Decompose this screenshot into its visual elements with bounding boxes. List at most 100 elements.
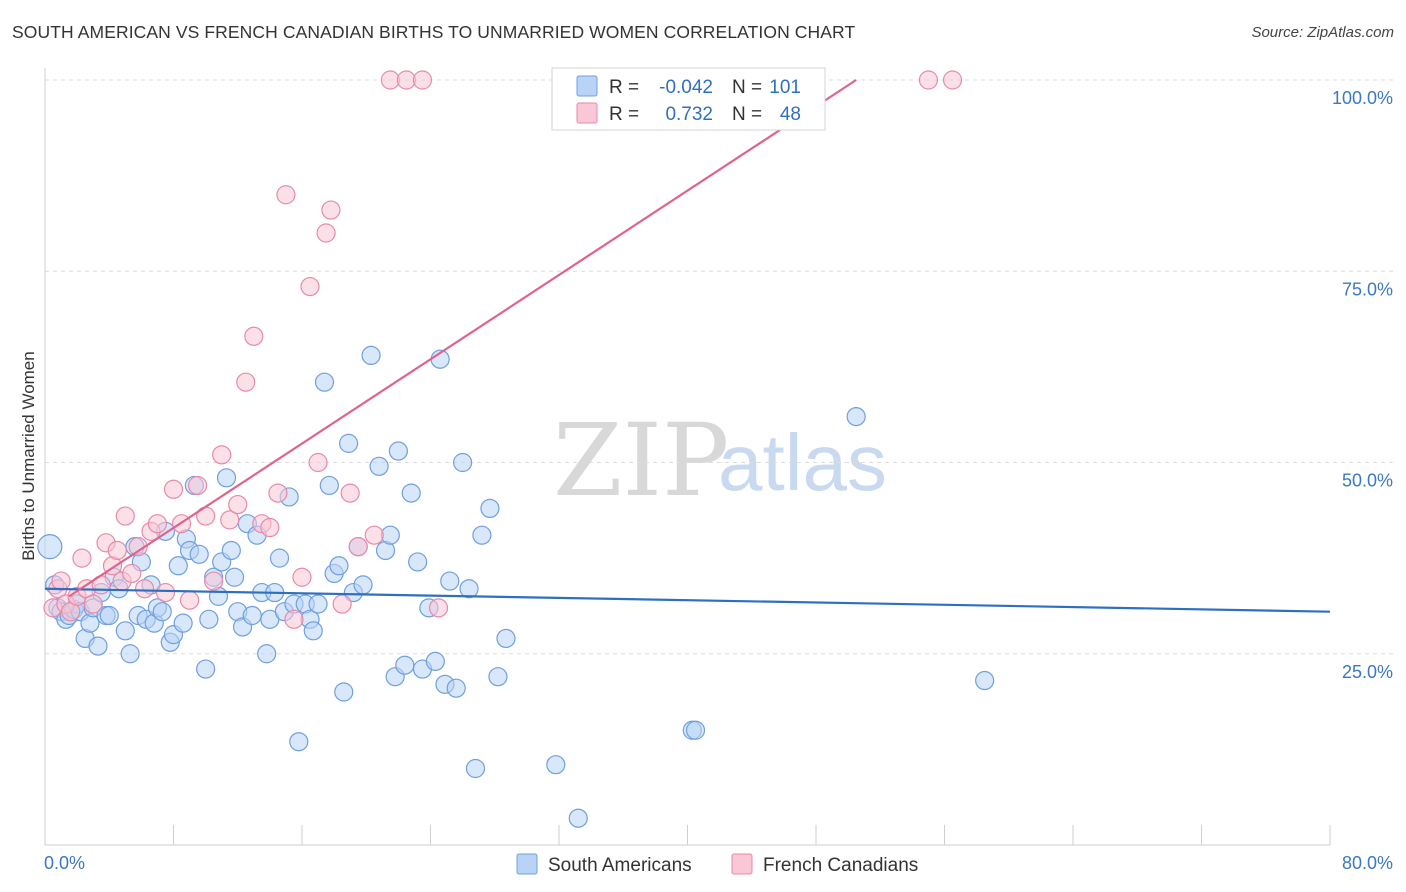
french-canadian-point xyxy=(212,445,232,465)
french-canadian-point xyxy=(163,479,184,499)
french-canadian-point xyxy=(179,590,200,610)
south-american-point xyxy=(329,556,349,576)
french-canadian-point xyxy=(236,372,256,392)
south-american-point xyxy=(401,483,421,503)
french-canadian-point xyxy=(284,609,304,629)
south-american-point xyxy=(408,552,428,572)
south-american-point xyxy=(369,456,389,476)
south-american-point xyxy=(480,498,500,518)
french-canadian-point xyxy=(83,594,103,614)
french-canadian-point xyxy=(72,548,92,568)
french-canadian-point xyxy=(292,567,312,587)
south-americans-points xyxy=(37,345,995,828)
french-canadian-point xyxy=(122,563,142,584)
south-american-point xyxy=(425,651,445,672)
bottom-legend-swatch-south-americans xyxy=(516,853,538,875)
french-canadian-point xyxy=(276,185,296,205)
south-american-point xyxy=(120,644,140,664)
french-canadian-point xyxy=(187,475,208,496)
south-american-point xyxy=(338,433,359,453)
french-canadian-point xyxy=(300,276,320,297)
south-american-point xyxy=(99,605,119,626)
south-american-point xyxy=(395,655,415,675)
south-american-point xyxy=(189,544,209,564)
legend-r-value-french-canadians: 0.732 xyxy=(665,104,713,125)
x-tick-label: 80.0% xyxy=(1342,853,1393,873)
south-american-point xyxy=(269,548,290,568)
tick-labels: 25.0% 50.0% 75.0% 100.0% 0.0% 80.0% xyxy=(44,88,1393,873)
south-american-point xyxy=(496,628,516,649)
south-american-point xyxy=(846,407,866,427)
french-canadians-trend-line xyxy=(68,79,857,598)
french-canadian-point xyxy=(942,70,963,90)
french-canadian-point xyxy=(918,70,939,90)
south-american-point xyxy=(224,567,245,587)
french-canadian-point xyxy=(228,494,248,515)
south-american-point xyxy=(459,579,479,599)
watermark-zip: ZIP xyxy=(553,402,729,519)
south-american-point xyxy=(221,540,241,561)
south-american-point xyxy=(257,644,277,664)
watermark: ZIP atlas xyxy=(553,402,887,519)
south-american-point xyxy=(488,667,508,687)
south-american-point xyxy=(314,372,335,392)
south-american-point xyxy=(216,468,237,488)
south-american-point xyxy=(472,525,492,545)
south-american-point xyxy=(388,441,408,461)
bottom-legend-label-south-americans: South Americans xyxy=(548,855,692,876)
french-canadian-point xyxy=(260,517,280,538)
y-tick-label: 25.0% xyxy=(1342,662,1393,682)
south-american-point xyxy=(568,808,588,828)
y-tick-label: 100.0% xyxy=(1332,88,1393,108)
south-american-point xyxy=(319,475,339,496)
bottom-legend: South Americans French Canadians xyxy=(516,853,918,876)
south-american-point xyxy=(168,556,188,576)
legend-swatch-south-americans xyxy=(576,75,598,97)
south-american-point xyxy=(152,602,172,622)
french-canadian-point xyxy=(128,537,148,557)
french-canadian-point xyxy=(155,582,176,603)
french-canadian-point xyxy=(348,537,368,557)
french-canadian-point xyxy=(396,70,417,90)
y-axis-label: Births to Unmarried Women xyxy=(19,351,38,560)
french-canadian-point xyxy=(340,483,360,503)
chart-title: SOUTH AMERICAN VS FRENCH CANADIAN BIRTHS… xyxy=(12,22,856,42)
south-american-point xyxy=(334,682,354,702)
french-canadian-point xyxy=(321,200,341,220)
legend: R = -0.042 N = 101 R = 0.732 N = 48 xyxy=(551,67,826,131)
legend-n-label: N = xyxy=(732,77,762,98)
bottom-legend-swatch-french-canadians xyxy=(731,853,753,875)
french-canadian-point xyxy=(380,70,400,90)
legend-r-value-south-americans: -0.042 xyxy=(659,77,713,98)
south-american-point xyxy=(242,605,262,626)
legend-r-label: R = xyxy=(609,77,639,98)
south-american-point xyxy=(303,621,323,641)
bottom-legend-label-french-canadians: French Canadians xyxy=(763,855,918,876)
trend-lines xyxy=(44,79,1331,613)
french-canadian-point xyxy=(204,571,224,591)
legend-n-value-south-americans: 101 xyxy=(769,77,801,98)
south-american-point xyxy=(453,452,473,473)
south-american-point xyxy=(546,755,566,775)
french-canadian-point xyxy=(147,514,168,534)
south-americans-trend-line xyxy=(44,587,1331,613)
legend-n-label: N = xyxy=(732,104,762,125)
french-canadian-point xyxy=(428,598,449,618)
french-canadian-point xyxy=(332,594,352,614)
french-canadian-point xyxy=(412,70,433,90)
french-canadian-point xyxy=(364,525,384,545)
axes xyxy=(44,68,1331,846)
south-american-point xyxy=(88,636,108,656)
french-canadian-point xyxy=(244,326,264,346)
french-canadian-point xyxy=(268,483,288,503)
legend-swatch-french-canadians xyxy=(576,102,598,124)
south-american-point xyxy=(975,670,995,691)
south-american-point xyxy=(199,609,219,629)
chart-source: Source: ZipAtlas.com xyxy=(1251,24,1394,41)
south-american-point xyxy=(115,621,135,641)
south-american-point xyxy=(685,720,706,740)
south-american-point xyxy=(361,345,381,365)
south-american-point xyxy=(353,575,373,595)
french-canadian-point xyxy=(107,540,127,561)
